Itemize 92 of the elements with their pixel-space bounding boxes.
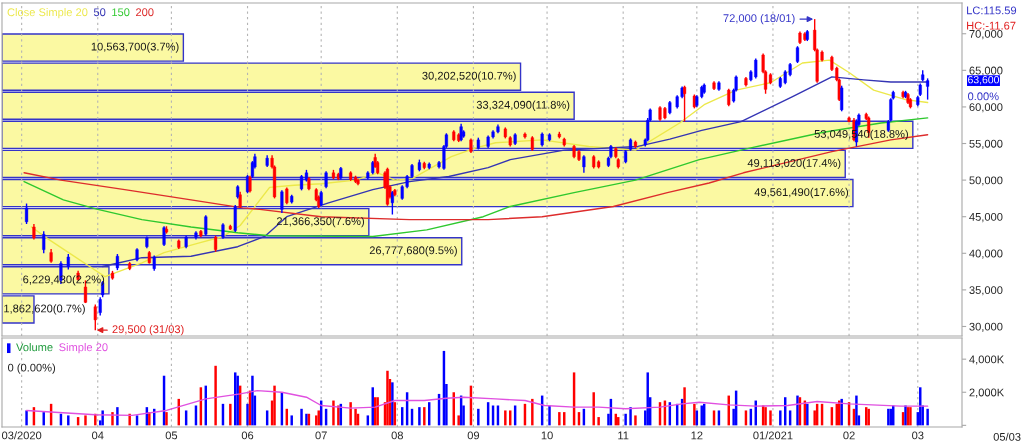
candlestick <box>523 131 527 140</box>
bar <box>592 392 595 426</box>
x-tick-label: 03/2020 <box>2 431 42 440</box>
bar <box>423 407 426 426</box>
candlestick <box>98 296 102 317</box>
bar <box>504 410 507 426</box>
annotation: 29,500 (31/03) <box>112 324 184 336</box>
legend-label: Volume <box>16 343 53 352</box>
bar <box>418 407 421 426</box>
bar <box>165 412 168 426</box>
x-tick-label: 03 <box>912 431 924 440</box>
y-tick-label: 70,000 <box>969 30 1003 40</box>
x-tick-label: 05 <box>165 431 178 440</box>
bar <box>251 375 254 426</box>
x-tick-label: 10 <box>541 431 553 440</box>
text: 0.00% <box>967 92 999 101</box>
bar <box>624 413 627 426</box>
bar <box>300 408 303 426</box>
bar <box>214 365 217 426</box>
bar <box>769 410 772 426</box>
annotation: 72,000 (18/01) <box>723 13 795 25</box>
x-tick-label: 07 <box>315 431 327 440</box>
annotation: 0 (0.00%) <box>7 363 56 374</box>
x-tick-label: 08 <box>391 431 403 440</box>
x-tick-label: 04 <box>92 431 104 440</box>
bar <box>629 407 632 426</box>
text: 63,600 <box>968 76 1000 85</box>
data-label: 30,202,520(10.7%) <box>422 71 516 82</box>
bar <box>634 415 637 426</box>
candlestick <box>926 77 930 101</box>
bar <box>855 395 858 426</box>
bar <box>548 405 551 426</box>
candlestick <box>683 85 687 123</box>
candlestick <box>24 202 29 225</box>
y-tick-label: 4,000K <box>969 355 1005 365</box>
text: Close Simple 20 <box>7 8 88 19</box>
bar <box>94 413 97 426</box>
bar <box>25 410 28 426</box>
bar <box>779 410 782 426</box>
bar <box>926 408 929 426</box>
candlestick <box>42 230 46 254</box>
y-tick-label: 60,000 <box>969 103 1003 113</box>
x-tick-label: 11 <box>618 431 629 440</box>
bar <box>693 403 696 426</box>
candlestick <box>233 204 237 233</box>
bar <box>273 385 276 426</box>
data-label: 33,324,090(11.8%) <box>476 100 570 111</box>
bar <box>317 410 320 426</box>
x-tick-label: 06 <box>241 431 254 440</box>
bar <box>84 415 87 426</box>
bar <box>332 400 335 426</box>
bar <box>229 403 232 426</box>
data-label: 10,563,700(3.7%) <box>91 42 179 53</box>
bar <box>349 402 352 426</box>
bar <box>128 413 131 426</box>
x-tick-label: 12 <box>691 431 703 440</box>
bar <box>290 415 293 426</box>
text: 05/03 <box>993 432 1021 441</box>
bar <box>683 387 686 426</box>
candlestick <box>840 85 844 113</box>
text: 50 <box>93 8 106 17</box>
line-series <box>23 117 929 238</box>
text: 200 <box>136 8 154 17</box>
x-tick-label: 01/2021 <box>753 431 793 440</box>
data-label: 49,561,490(17.6%) <box>754 187 849 199</box>
bar <box>354 408 357 426</box>
x-tick-label: 02 <box>843 431 855 440</box>
candlestick <box>204 214 208 237</box>
bar <box>597 417 600 426</box>
text: HC:-11.67 <box>967 21 1016 30</box>
y-tick-label: 55,000 <box>969 139 1003 149</box>
bar <box>558 412 561 426</box>
text: Simple 20 <box>59 343 108 354</box>
data-label: 26,777,680(9.5%) <box>369 246 457 257</box>
bar <box>531 398 534 426</box>
candlestick <box>93 303 97 331</box>
y-tick-label: 65,000 <box>969 66 1003 76</box>
bar <box>457 415 460 426</box>
text: LC:115.59 <box>967 6 1017 15</box>
y-tick-label: 40,000 <box>969 249 1003 259</box>
y-tick-label: 35,000 <box>969 286 1003 296</box>
y-tick-label: 50,000 <box>969 176 1003 186</box>
bar <box>477 408 480 426</box>
y-tick-label: 2,000K <box>969 388 1005 398</box>
x-tick-label: 09 <box>467 431 480 440</box>
bar <box>246 403 249 426</box>
line-series <box>25 389 929 417</box>
bar <box>67 415 70 426</box>
y-tick-label: 45,000 <box>969 212 1003 223</box>
text: 150 <box>112 8 130 17</box>
y-tick-label: 30,000 <box>969 322 1003 332</box>
bar <box>386 370 389 426</box>
